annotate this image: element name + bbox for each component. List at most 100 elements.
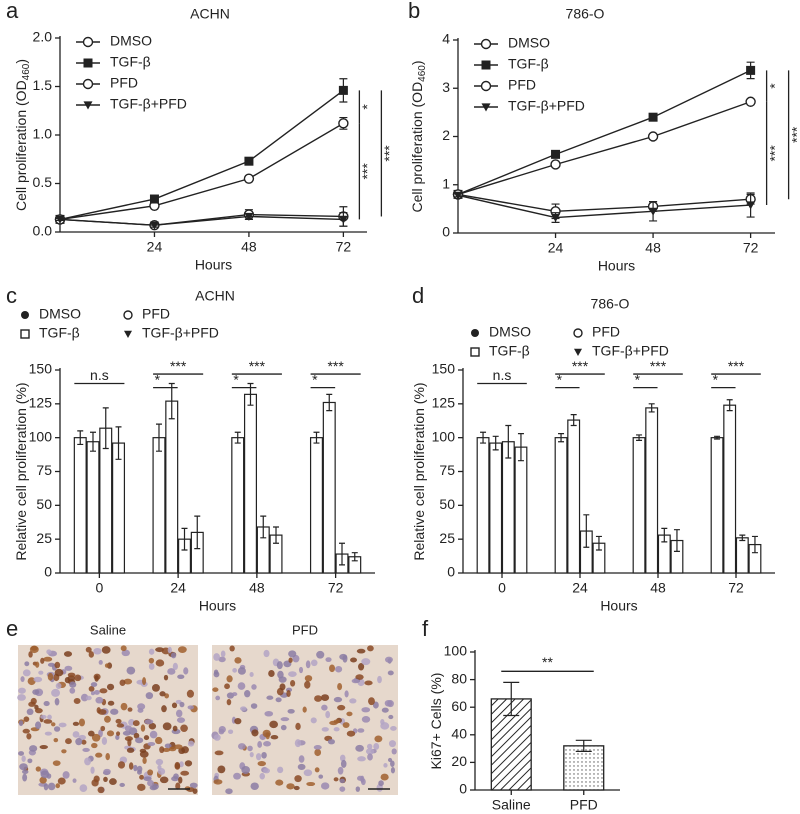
marker <box>647 131 659 142</box>
nucleus <box>220 650 226 658</box>
nucleus <box>277 766 284 774</box>
nucleus <box>240 706 247 711</box>
nucleus <box>261 751 267 759</box>
y-tick-label: 50 <box>36 496 52 512</box>
nucleus <box>351 678 360 684</box>
nucleus <box>91 733 101 742</box>
nucleus <box>367 645 374 652</box>
y-tick-label: 50 <box>439 496 455 512</box>
marker <box>338 85 348 95</box>
nucleus <box>244 690 251 698</box>
nucleus <box>357 728 365 733</box>
nucleus <box>22 773 28 782</box>
error-bar <box>636 434 643 441</box>
legend-label: TGF-β+PFD <box>508 98 585 114</box>
error-bar <box>595 535 602 551</box>
nucleus <box>367 753 373 761</box>
bar <box>476 437 490 574</box>
y-tick-label: 0.0 <box>33 223 53 239</box>
nucleus <box>303 769 313 777</box>
nucleus <box>61 749 67 754</box>
bar <box>99 427 113 574</box>
marker <box>453 191 463 200</box>
sig-label: n.s <box>493 367 512 383</box>
marker <box>21 311 29 319</box>
nucleus <box>306 781 316 787</box>
series-line <box>59 215 344 226</box>
nucleus <box>361 707 371 713</box>
nucleus <box>187 740 195 747</box>
nucleus <box>155 758 164 766</box>
nucleus <box>346 730 356 737</box>
nucleus <box>224 683 230 690</box>
bar <box>489 442 503 574</box>
nucleus <box>132 720 140 727</box>
nucleus <box>350 657 357 663</box>
nucleus <box>280 717 290 722</box>
nucleus <box>288 657 293 663</box>
nucleus <box>85 695 92 701</box>
sig-label: * <box>766 83 782 89</box>
y-tick-label: 2.0 <box>33 29 53 45</box>
nucleus <box>62 771 70 779</box>
error-bar <box>751 535 758 554</box>
marker <box>83 58 93 68</box>
y-tick-label: 150 <box>29 361 53 377</box>
bar <box>735 537 749 574</box>
nucleus <box>355 786 361 792</box>
nucleus <box>174 744 183 750</box>
nucleus <box>133 764 138 772</box>
nucleus <box>47 662 56 667</box>
x-tick-label: PFD <box>570 797 598 813</box>
x-tick-label: 24 <box>548 240 564 256</box>
nucleus <box>73 697 81 705</box>
nucleus <box>104 715 111 723</box>
nucleus <box>143 735 150 741</box>
y-label-sub: 460 <box>417 65 428 82</box>
nucleus <box>106 730 115 737</box>
marker <box>573 328 583 338</box>
image-label: PFD <box>292 622 318 637</box>
nucleus <box>387 757 393 763</box>
legend-label: PFD <box>508 77 536 93</box>
x-axis-label: Hours <box>195 257 232 273</box>
nucleus <box>120 702 128 711</box>
nucleus <box>101 737 108 745</box>
nucleus <box>34 708 43 714</box>
nucleus <box>257 740 263 748</box>
nucleus <box>175 709 183 718</box>
nucleus <box>255 753 262 761</box>
nucleus <box>35 721 42 730</box>
bar <box>632 437 646 574</box>
nucleus <box>385 656 393 663</box>
nucleus <box>57 777 66 785</box>
nucleus <box>20 676 25 682</box>
bar <box>514 446 528 574</box>
panel-letter: f <box>422 616 429 641</box>
marker <box>124 330 132 338</box>
nucleus <box>103 776 108 783</box>
nucleus <box>18 687 26 694</box>
series-line <box>457 193 751 212</box>
nucleus <box>137 769 142 775</box>
sig-label: n.s <box>90 367 109 383</box>
nucleus <box>237 667 246 675</box>
legend-label: TGF-β+PFD <box>110 96 187 112</box>
error-bar <box>505 424 512 459</box>
sig-label: *** <box>381 145 397 162</box>
nucleus <box>250 703 258 709</box>
error-bar <box>273 526 280 544</box>
nucleus <box>329 664 336 673</box>
nucleus <box>99 688 108 694</box>
legend-label: PFD <box>142 306 170 322</box>
nucleus <box>361 715 371 723</box>
x-tick-label: 48 <box>241 239 257 255</box>
nucleus <box>43 783 49 791</box>
nucleus <box>320 782 330 790</box>
nucleus <box>93 690 100 695</box>
y-label-sub: 460 <box>21 63 32 80</box>
x-tick-label: 48 <box>645 240 661 256</box>
nucleus <box>109 778 117 786</box>
series-line <box>457 101 751 196</box>
nucleus <box>54 668 64 677</box>
